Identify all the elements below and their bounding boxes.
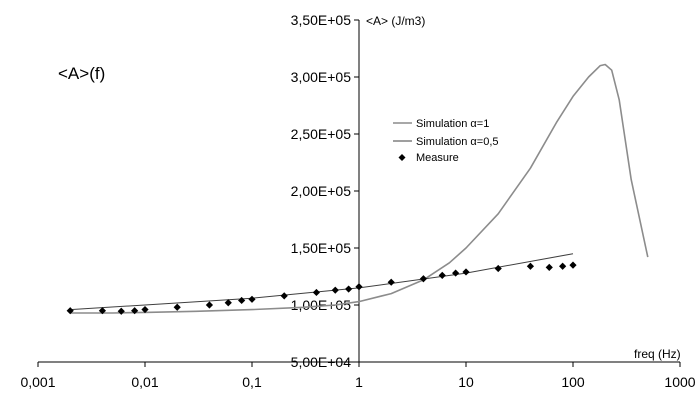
y-tick-label: 5,00E+04 [291,354,352,370]
legend-marker-measure [398,154,406,161]
chart-title: <A>(f) [58,64,105,83]
measure-point [280,292,288,300]
measure-point [452,269,460,277]
legend: Simulation α=1 Simulation α=0,5 Measure [385,112,502,170]
x-tick-label: 1 [355,374,363,390]
y-tick-label: 1,00E+05 [291,297,352,313]
x-ticks: 0,001 0,01 0,1 1 10 100 1000 [20,362,696,390]
measure-point [224,299,232,307]
x-tick-label: 10 [458,374,474,390]
series-line-simulation-alpha-1 [70,63,649,314]
measure-point [131,307,139,315]
measure-point [526,262,535,270]
legend-label-simulation-alpha-1: Simulation α=1 [416,118,489,130]
x-tick-label: 0,1 [242,374,262,390]
measure-point [438,271,446,279]
measure-point [345,285,353,293]
measure-point [98,307,107,315]
measure-point [355,283,363,291]
measure-point [117,307,125,315]
legend-label-measure: Measure [416,152,459,164]
measure-point [205,301,214,309]
y-tick-label: 1,50E+05 [291,240,352,256]
x-tick-label: 0,01 [131,374,158,390]
measure-point [173,303,181,311]
y-axis-label: <A> (J/m3) [366,14,425,28]
series-layer [66,63,649,315]
measure-point [66,307,74,315]
measure-point [248,295,256,303]
series-line-simulation-alpha-05 [70,253,574,311]
measure-point [238,296,246,305]
measure-point [331,286,339,294]
measure-point [494,264,502,273]
measure-point [419,275,428,283]
x-axis-label: freq (Hz) [634,347,681,361]
y-tick-label: 2,00E+05 [291,183,352,199]
y-tick-label: 2,50E+05 [291,126,352,142]
measure-point [387,278,395,286]
measure-point [312,288,321,297]
y-tick-label: 3,00E+05 [291,69,352,85]
measure-point [545,263,553,271]
measure-point [559,262,567,270]
x-tick-label: 0,001 [20,374,55,390]
measure-point [141,305,149,314]
x-tick-label: 1000 [664,374,695,390]
x-tick-label: 100 [561,374,585,390]
y-ticks: 5,00E+04 1,00E+05 1,50E+05 2,00E+05 2,50E+05… [291,12,359,370]
legend-label-simulation-alpha-05: Simulation α=0,5 [416,136,499,148]
measure-point [462,268,470,276]
measure-point [569,261,577,269]
axes: 0,001 0,01 0,1 1 10 100 1000 5,00E+04 1,00E+05 1… [20,12,695,390]
y-tick-label: 3,50E+05 [291,12,352,28]
